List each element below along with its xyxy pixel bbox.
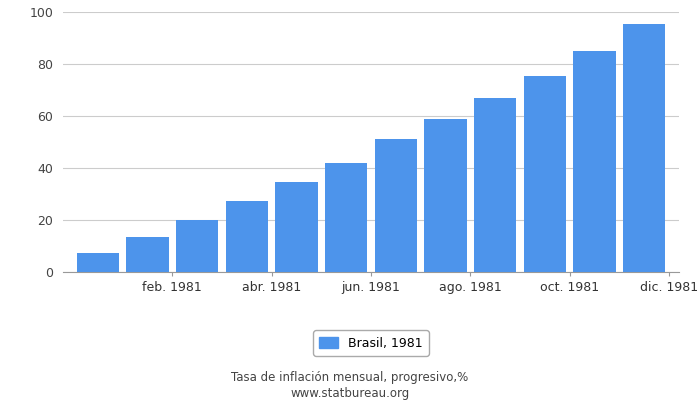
Bar xyxy=(424,118,467,272)
Text: Tasa de inflación mensual, progresivo,%: Tasa de inflación mensual, progresivo,% xyxy=(232,372,468,384)
Bar xyxy=(77,252,119,272)
Bar xyxy=(176,220,218,272)
Bar xyxy=(524,76,566,272)
Bar xyxy=(573,51,616,272)
Text: www.statbureau.org: www.statbureau.org xyxy=(290,388,410,400)
Bar xyxy=(275,182,318,272)
Bar xyxy=(225,200,268,272)
Bar xyxy=(623,24,665,272)
Legend: Brasil, 1981: Brasil, 1981 xyxy=(313,330,429,356)
Bar xyxy=(126,237,169,272)
Bar xyxy=(374,139,417,272)
Bar xyxy=(325,163,368,272)
Bar xyxy=(474,98,517,272)
